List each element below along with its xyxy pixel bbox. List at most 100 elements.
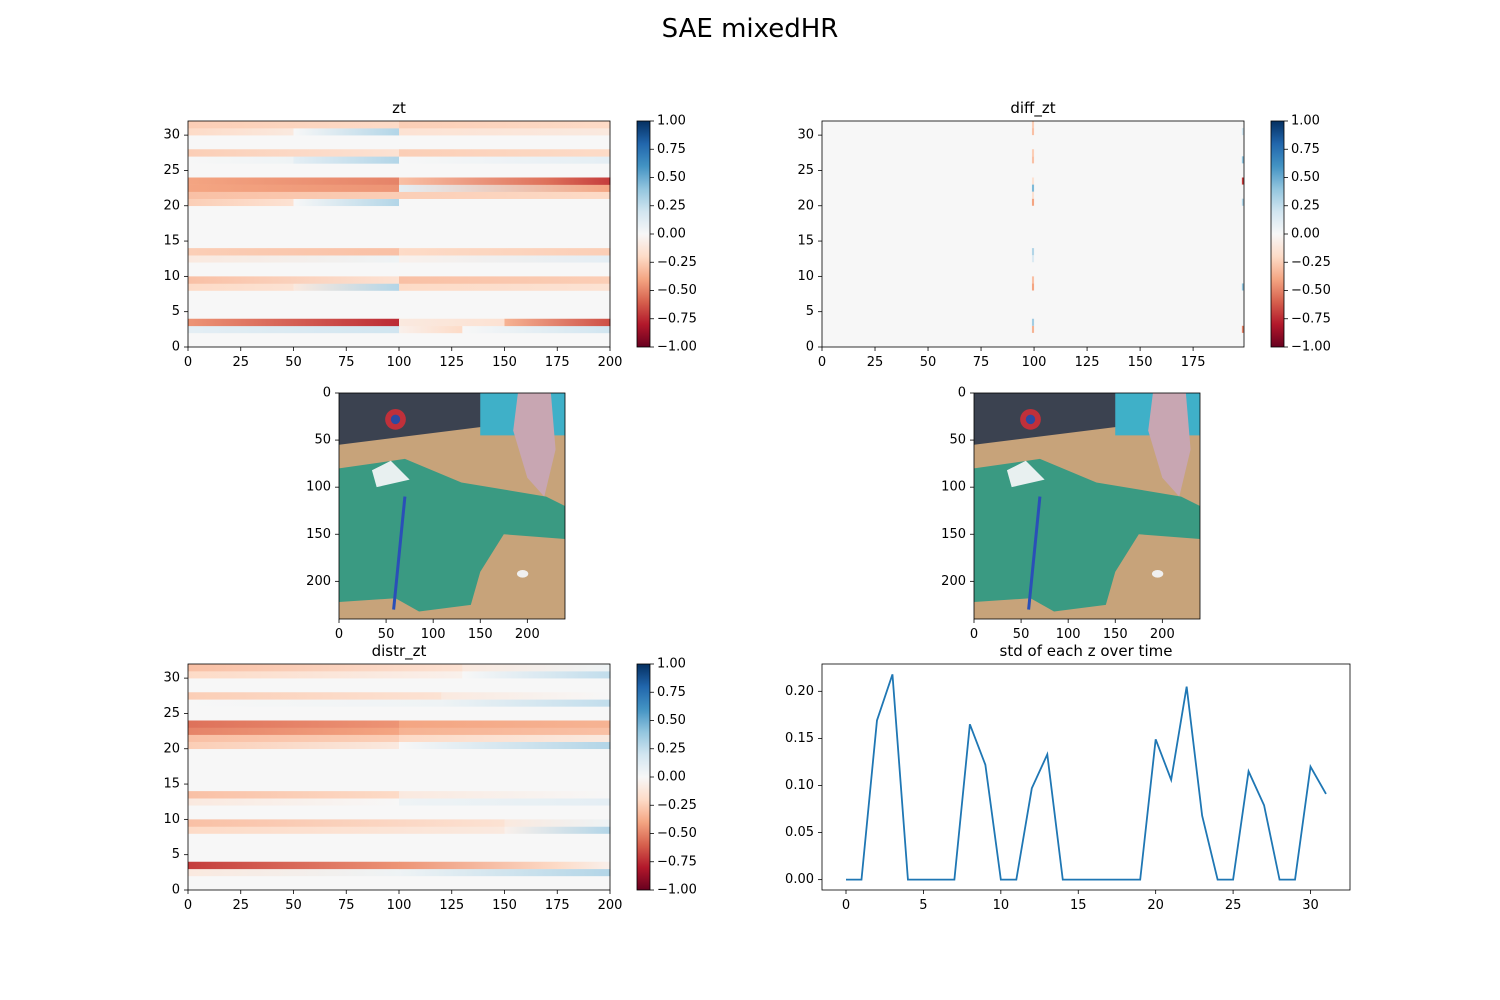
observation-image-right-ytick-label: 0	[958, 386, 966, 401]
diff-zt-ytick-label: 25	[797, 163, 814, 178]
distr-zt-cell-row	[188, 720, 400, 728]
observation-image-left-xtick-label: 0	[335, 627, 343, 642]
zt-xtick-label: 125	[439, 355, 464, 370]
distr-zt-ytick-label: 15	[163, 777, 180, 792]
zt-cell-row	[399, 128, 611, 136]
distr-zt-cell-row	[188, 664, 463, 672]
zt-xtick-label: 75	[338, 355, 355, 370]
distr-zt-xtick-label: 125	[439, 898, 464, 913]
distr-zt-cell-row	[399, 861, 558, 870]
observation-image-left-blue-center	[390, 414, 401, 425]
zt-colorbar-label: −0.25	[657, 255, 697, 270]
zt-xtick-label: 50	[285, 355, 302, 370]
observation-image-left-ytick-label: 200	[306, 574, 331, 589]
diff-zt-colorbar-label: 0.50	[1291, 170, 1320, 185]
distr-zt-xtick-label: 0	[184, 898, 192, 913]
zt-cell-row	[188, 177, 400, 185]
distr-zt-cell-row	[188, 692, 442, 700]
diff-zt-xtick-label: 50	[920, 355, 937, 370]
observation-image-right-ytick-label: 150	[941, 527, 966, 542]
zt-xtick-label: 200	[598, 355, 623, 370]
distr-zt-xtick-label: 75	[338, 898, 355, 913]
observation-image-right-zipper	[1027, 496, 1042, 610]
distr-zt-colorbar-label: 0.50	[657, 713, 686, 728]
zt-title: zt	[392, 99, 406, 117]
distr-zt-colorbar-label: 0.25	[657, 741, 686, 756]
distr-zt-cell-row	[188, 826, 505, 834]
distr-zt-ytick-label: 10	[163, 812, 180, 827]
zt-cell-row	[399, 255, 611, 263]
observation-image-right-frame	[973, 392, 1201, 620]
observation-image-left-hood-lining	[371, 460, 410, 488]
observation-image-right-jacket	[974, 458, 1200, 612]
diff-zt-title: diff_zt	[1010, 99, 1055, 118]
observation-image-right-xtick-label: 200	[1150, 627, 1175, 642]
distr-zt-cell-row	[188, 868, 400, 877]
diff-zt-ytick-label: 10	[797, 269, 814, 284]
observation-image-right: 0 50 100 150 200 0 50 100 150 200	[941, 386, 1201, 642]
diff-zt-cell	[1241, 198, 1244, 206]
std-xtick-label: 0	[842, 898, 850, 913]
distr-zt-cell-row	[462, 671, 611, 679]
zt-cell-row	[188, 283, 294, 291]
std-xtick-label: 10	[993, 898, 1010, 913]
diff-zt-colorbar-label: 1.00	[1291, 114, 1320, 129]
distr-zt-cell-row	[188, 671, 463, 679]
diff-zt-cell	[1241, 156, 1244, 164]
observation-image-left-frame	[338, 392, 566, 620]
std-xtick-label: 15	[1070, 898, 1087, 913]
distr-zt-cell-row	[188, 727, 400, 735]
zt-cell-row	[399, 156, 611, 164]
diff-zt-ytick-label: 20	[797, 198, 814, 213]
std-xtick-label: 5	[919, 898, 927, 913]
observation-image-right-xtick-label: 0	[970, 627, 978, 642]
distr-zt-cell-row	[188, 798, 400, 806]
zt-cell-row	[399, 318, 505, 327]
zt-cell-row	[399, 276, 611, 284]
observation-image-left-ytick-label: 150	[306, 527, 331, 542]
zt-ytick-label: 25	[163, 163, 180, 178]
zt-cell-row	[399, 283, 611, 291]
observation-image-left-xtick-label: 50	[378, 627, 395, 642]
observation-image-left-hand	[513, 393, 556, 497]
diff-zt-frame	[821, 120, 1245, 348]
distr-zt-cell-row	[188, 699, 442, 707]
diff-zt-cell	[1241, 177, 1244, 185]
diff-zt-colorbar-label: −0.25	[1291, 255, 1331, 270]
diff-zt-xtick-label: 175	[1181, 355, 1206, 370]
observation-image-right-blue-center	[1025, 414, 1036, 425]
distr-zt-cell-row	[188, 861, 400, 870]
distr-zt-cell-row	[399, 791, 611, 799]
diff-zt-xtick-label: 75	[973, 355, 990, 370]
distr-zt-xtick-label: 25	[232, 898, 249, 913]
distr-zt-cell-row	[188, 734, 400, 742]
observation-image-left-jacket	[339, 458, 565, 612]
distr-zt-cell-row	[441, 692, 611, 700]
observation-image-left-ytick-label: 50	[314, 433, 331, 448]
distr-zt-xtick-label: 100	[387, 898, 412, 913]
distr-zt-cell-row	[399, 734, 611, 742]
zt-cell-row	[188, 318, 400, 327]
zt-colorbar	[636, 120, 651, 348]
zt-cell-row	[188, 276, 400, 284]
zt-cell-row	[188, 184, 400, 192]
distr-zt-cell-row	[188, 741, 400, 750]
diff-zt-xtick-label: 125	[1075, 355, 1100, 370]
zt-colorbar-label: −1.00	[657, 340, 697, 355]
diff-zt-colorbar-label: 0.25	[1291, 198, 1320, 213]
zt-cell-row	[188, 121, 400, 129]
observation-image-right-xtick-label: 50	[1013, 627, 1030, 642]
distr-zt-cell-row	[399, 741, 611, 750]
diff-zt-cell	[1031, 198, 1035, 206]
diff-zt-xtick-label: 0	[818, 355, 826, 370]
zt-cell-row	[504, 318, 611, 327]
figure-title: SAE mixedHR	[661, 14, 839, 44]
zt-xtick-label: 175	[545, 355, 570, 370]
distr-zt-colorbar-label: 0.00	[657, 770, 686, 785]
std-title: std of each z over time	[1000, 642, 1173, 660]
diff-zt-cell	[1031, 325, 1035, 333]
distr-zt-xtick-label: 175	[545, 898, 570, 913]
zt-cell-row	[462, 325, 611, 334]
zt-cell-row	[399, 325, 463, 334]
diff-zt-ytick-label: 15	[797, 234, 814, 249]
